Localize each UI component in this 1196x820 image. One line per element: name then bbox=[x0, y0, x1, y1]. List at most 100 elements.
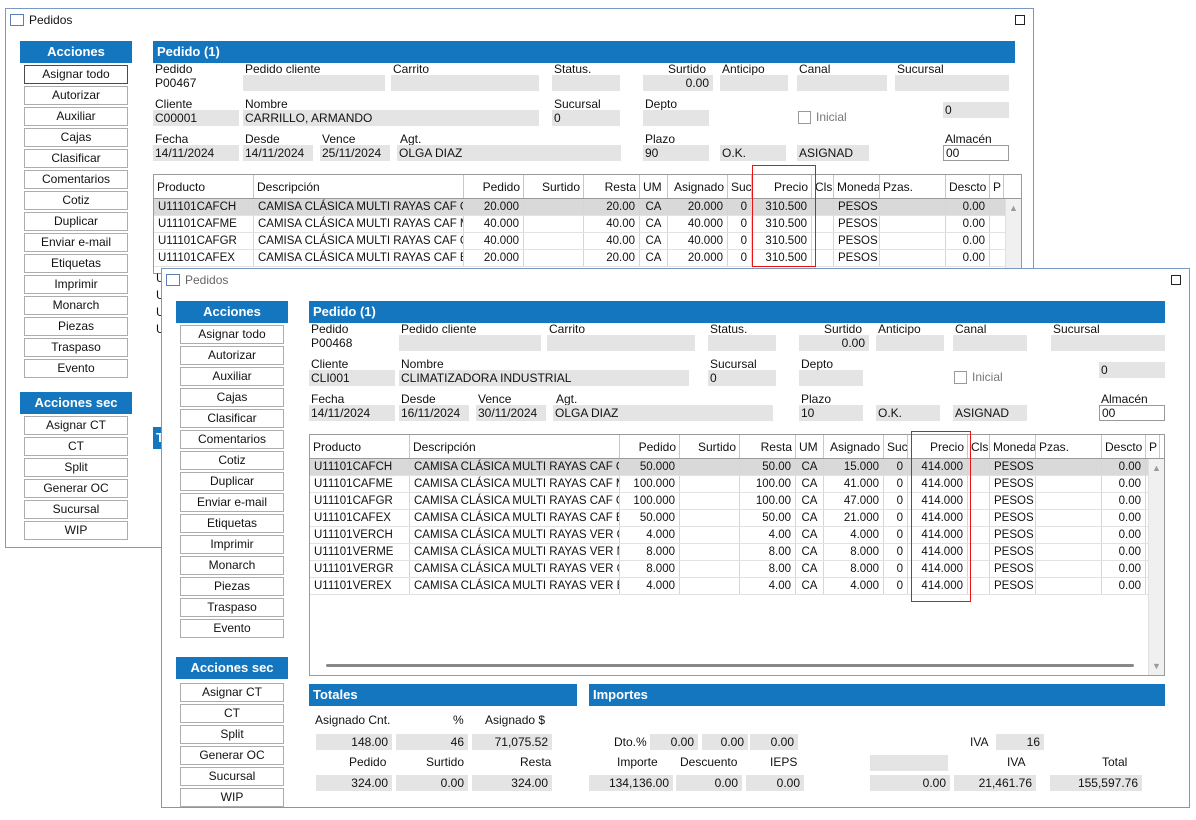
col-header-asignado[interactable]: Asignado bbox=[668, 175, 728, 198]
anticipo-field[interactable] bbox=[876, 335, 944, 351]
fecha-field[interactable]: 14/11/2024 bbox=[153, 145, 239, 161]
action-monarch-button[interactable]: Monarch bbox=[24, 296, 128, 315]
vertical-scrollbar[interactable]: ▲ bbox=[1005, 199, 1021, 273]
canal-field[interactable] bbox=[953, 335, 1027, 351]
action-autorizar-button[interactable]: Autorizar bbox=[24, 86, 128, 105]
action-ct-button[interactable]: CT bbox=[24, 437, 128, 456]
col-header-p[interactable]: P bbox=[1146, 435, 1160, 458]
col-header-descripcion[interactable]: Descripción bbox=[410, 435, 620, 458]
table-row[interactable]: U11101VERGR CAMISA CLÁSICA MULTI RAYAS VE… bbox=[310, 561, 1164, 578]
col-header-pedido[interactable]: Pedido bbox=[464, 175, 524, 198]
col-header-cls[interactable]: Cls bbox=[968, 435, 990, 458]
action-etiquetas-button[interactable]: Etiquetas bbox=[180, 514, 284, 533]
col-header-p[interactable]: P bbox=[990, 175, 1004, 198]
col-header-resta[interactable]: Resta bbox=[740, 435, 796, 458]
nombre-field[interactable]: CARRILLO, ARMANDO bbox=[243, 110, 539, 126]
inicial-checkbox[interactable]: Inicial bbox=[798, 110, 847, 124]
action-asignar-todo-button[interactable]: Asignar todo bbox=[24, 65, 128, 84]
depto-field[interactable] bbox=[643, 110, 709, 126]
surtido-field[interactable]: 0.00 bbox=[643, 75, 713, 91]
agt-field[interactable]: OLGA DIAZ bbox=[553, 405, 773, 421]
table-row[interactable]: U11101VERME CAMISA CLÁSICA MULTI RAYAS VE… bbox=[310, 544, 1164, 561]
cliente-field[interactable]: C00001 bbox=[153, 110, 239, 126]
action-cajas-button[interactable]: Cajas bbox=[180, 388, 284, 407]
action-asignar-todo-button[interactable]: Asignar todo bbox=[180, 325, 284, 344]
maximize-icon[interactable] bbox=[1171, 275, 1181, 285]
action-wip-button[interactable]: WIP bbox=[24, 521, 128, 540]
sucursal2-field[interactable]: 0 bbox=[708, 370, 776, 386]
table-row[interactable]: U11101CAFGR CAMISA CLÁSICA MULTI RAYAS CA… bbox=[154, 233, 1021, 250]
col-header-moneda[interactable]: Moneda bbox=[990, 435, 1036, 458]
scroll-up-icon[interactable]: ▲ bbox=[1152, 463, 1161, 473]
action-evento-button[interactable]: Evento bbox=[180, 619, 284, 638]
right-zero-field[interactable]: 0 bbox=[943, 102, 1009, 118]
inicial-checkbox[interactable]: Inicial bbox=[954, 370, 1003, 384]
desde-field[interactable]: 16/11/2024 bbox=[399, 405, 469, 421]
cliente-field[interactable]: CLI001 bbox=[309, 370, 395, 386]
horizontal-scrollbar[interactable] bbox=[326, 664, 1134, 667]
pedido-field[interactable]: P00467 bbox=[153, 75, 239, 91]
maximize-icon[interactable] bbox=[1015, 15, 1025, 25]
col-header-pedido[interactable]: Pedido bbox=[620, 435, 680, 458]
surtido-field[interactable]: 0.00 bbox=[799, 335, 869, 351]
col-header-producto[interactable]: Producto bbox=[154, 175, 254, 198]
col-header-surtido[interactable]: Surtido bbox=[524, 175, 584, 198]
col-header-descto[interactable]: Descto bbox=[1102, 435, 1146, 458]
action-enviar-e-mail-button[interactable]: Enviar e-mail bbox=[24, 233, 128, 252]
almacen-field[interactable]: 00 bbox=[1099, 405, 1165, 421]
vertical-scrollbar[interactable]: ▲ ▼ bbox=[1148, 459, 1164, 675]
action-clasificar-button[interactable]: Clasificar bbox=[24, 149, 128, 168]
col-header-um[interactable]: UM bbox=[640, 175, 668, 198]
col-header-um[interactable]: UM bbox=[796, 435, 824, 458]
table-row[interactable]: U11101CAFME CAMISA CLÁSICA MULTI RAYAS CA… bbox=[154, 216, 1021, 233]
action-autorizar-button[interactable]: Autorizar bbox=[180, 346, 284, 365]
col-header-resta[interactable]: Resta bbox=[584, 175, 640, 198]
action-auxiliar-button[interactable]: Auxiliar bbox=[180, 367, 284, 386]
table-row[interactable]: U11101VEREX CAMISA CLÁSICA MULTI RAYAS VE… bbox=[310, 578, 1164, 595]
action-auxiliar-button[interactable]: Auxiliar bbox=[24, 107, 128, 126]
scroll-down-icon[interactable]: ▼ bbox=[1152, 661, 1161, 671]
plazo-field[interactable]: 90 bbox=[643, 145, 709, 161]
almacen-field[interactable]: 00 bbox=[943, 145, 1009, 161]
action-sucursal-button[interactable]: Sucursal bbox=[180, 767, 284, 786]
agt-field[interactable]: OLGA DIAZ bbox=[397, 145, 621, 161]
action-traspaso-button[interactable]: Traspaso bbox=[24, 338, 128, 357]
carrito-field[interactable] bbox=[547, 335, 695, 351]
col-header-surtido[interactable]: Surtido bbox=[680, 435, 740, 458]
depto-field[interactable] bbox=[799, 370, 863, 386]
action-piezas-button[interactable]: Piezas bbox=[24, 317, 128, 336]
action-wip-button[interactable]: WIP bbox=[180, 788, 284, 807]
table-row[interactable]: U11101CAFCH CAMISA CLÁSICA MULTI RAYAS CA… bbox=[310, 459, 1164, 476]
action-piezas-button[interactable]: Piezas bbox=[180, 577, 284, 596]
col-header-suc[interactable]: Suc. bbox=[728, 175, 752, 198]
right-zero-field[interactable]: 0 bbox=[1099, 362, 1165, 378]
table-row[interactable]: U11101CAFME CAMISA CLÁSICA MULTI RAYAS CA… bbox=[310, 476, 1164, 493]
col-header-descripcion[interactable]: Descripción bbox=[254, 175, 464, 198]
action-duplicar-button[interactable]: Duplicar bbox=[180, 472, 284, 491]
action-ct-button[interactable]: CT bbox=[180, 704, 284, 723]
action-generar-oc-button[interactable]: Generar OC bbox=[24, 479, 128, 498]
action-imprimir-button[interactable]: Imprimir bbox=[24, 275, 128, 294]
table-row[interactable]: U11101CAFGR CAMISA CLÁSICA MULTI RAYAS CA… bbox=[310, 493, 1164, 510]
action-duplicar-button[interactable]: Duplicar bbox=[24, 212, 128, 231]
col-header-pzas[interactable]: Pzas. bbox=[880, 175, 946, 198]
action-sucursal-button[interactable]: Sucursal bbox=[24, 500, 128, 519]
table-row[interactable]: U11101CAFEX CAMISA CLÁSICA MULTI RAYAS CA… bbox=[310, 510, 1164, 527]
action-asignar-ct-button[interactable]: Asignar CT bbox=[180, 683, 284, 702]
col-header-pzas[interactable]: Pzas. bbox=[1036, 435, 1102, 458]
col-header-asignado[interactable]: Asignado bbox=[824, 435, 884, 458]
col-header-precio[interactable]: Precio bbox=[908, 435, 968, 458]
action-evento-button[interactable]: Evento bbox=[24, 359, 128, 378]
pedido-field[interactable]: P00468 bbox=[309, 335, 395, 351]
table-row[interactable]: U11101CAFEX CAMISA CLÁSICA MULTI RAYAS CA… bbox=[154, 250, 1021, 267]
col-header-moneda[interactable]: Moneda bbox=[834, 175, 880, 198]
carrito-field[interactable] bbox=[391, 75, 539, 91]
col-header-cls[interactable]: Cls bbox=[812, 175, 834, 198]
col-header-producto[interactable]: Producto bbox=[310, 435, 410, 458]
sucursal-field[interactable] bbox=[1051, 335, 1165, 351]
canal-field[interactable] bbox=[797, 75, 887, 91]
action-cotiz-button[interactable]: Cotiz bbox=[24, 191, 128, 210]
vence-field[interactable]: 25/11/2024 bbox=[320, 145, 390, 161]
action-split-button[interactable]: Split bbox=[180, 725, 284, 744]
table-row[interactable]: U11101CAFCH CAMISA CLÁSICA MULTI RAYAS CA… bbox=[154, 199, 1021, 216]
